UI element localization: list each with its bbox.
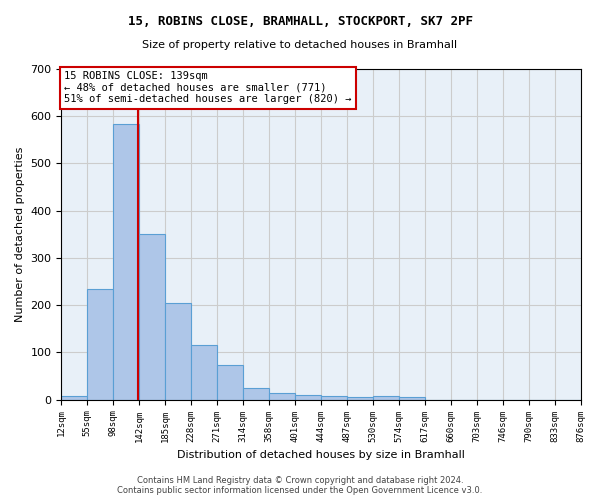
Bar [165, 304, 191, 400]
Bar [321, 396, 347, 400]
Text: Size of property relative to detached houses in Bramhall: Size of property relative to detached ho… [142, 40, 458, 50]
Y-axis label: Number of detached properties: Number of detached properties [15, 146, 25, 322]
Bar [295, 395, 321, 400]
Bar [88, 289, 113, 400]
Bar [61, 396, 88, 400]
Bar [269, 392, 295, 400]
X-axis label: Distribution of detached houses by size in Bramhall: Distribution of detached houses by size … [177, 450, 465, 460]
Bar [191, 346, 217, 400]
Bar [139, 234, 165, 400]
Bar [217, 365, 243, 400]
Bar [113, 124, 139, 400]
Bar [373, 396, 399, 400]
Text: 15, ROBINS CLOSE, BRAMHALL, STOCKPORT, SK7 2PF: 15, ROBINS CLOSE, BRAMHALL, STOCKPORT, S… [128, 15, 473, 28]
Text: Contains HM Land Registry data © Crown copyright and database right 2024.
Contai: Contains HM Land Registry data © Crown c… [118, 476, 482, 495]
Text: 15 ROBINS CLOSE: 139sqm
← 48% of detached houses are smaller (771)
51% of semi-d: 15 ROBINS CLOSE: 139sqm ← 48% of detache… [64, 72, 352, 104]
Bar [347, 398, 373, 400]
Bar [399, 398, 425, 400]
Bar [243, 388, 269, 400]
